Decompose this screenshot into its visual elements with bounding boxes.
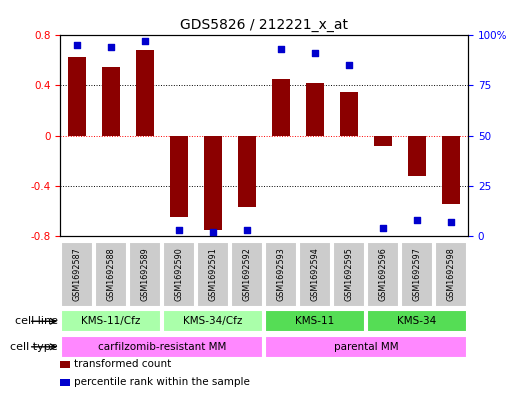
Point [243, 227, 252, 233]
Point [73, 42, 82, 48]
Text: KMS-11/Cfz: KMS-11/Cfz [82, 316, 141, 326]
Text: KMS-11: KMS-11 [295, 316, 335, 326]
Point [107, 44, 116, 51]
Text: GSM1692588: GSM1692588 [107, 247, 116, 301]
Text: transformed count: transformed count [74, 359, 171, 369]
Point [209, 229, 218, 235]
Bar [272, 79, 290, 136]
Text: percentile rank within the sample: percentile rank within the sample [74, 377, 249, 387]
Title: GDS5826 / 212221_x_at: GDS5826 / 212221_x_at [180, 18, 348, 31]
Bar [136, 50, 154, 136]
Point [345, 62, 354, 68]
Bar [102, 67, 120, 136]
Text: parental MM: parental MM [334, 342, 399, 352]
Bar [442, 136, 460, 204]
Text: GSM1692589: GSM1692589 [141, 247, 150, 301]
Text: GSM1692598: GSM1692598 [447, 247, 456, 301]
Text: GSM1692594: GSM1692594 [311, 247, 320, 301]
Bar [238, 136, 256, 207]
Point [311, 50, 320, 57]
Text: KMS-34: KMS-34 [397, 316, 437, 326]
Text: GSM1692593: GSM1692593 [277, 247, 286, 301]
Bar [340, 92, 358, 136]
Text: cell type: cell type [10, 342, 58, 352]
Text: GSM1692596: GSM1692596 [379, 247, 388, 301]
Text: KMS-34/Cfz: KMS-34/Cfz [184, 316, 243, 326]
Point [379, 225, 388, 231]
Point [277, 46, 286, 53]
Text: GSM1692587: GSM1692587 [73, 247, 82, 301]
Text: GSM1692591: GSM1692591 [209, 247, 218, 301]
Text: carfilzomib-resistant MM: carfilzomib-resistant MM [98, 342, 226, 352]
Bar [68, 57, 86, 136]
Bar [204, 136, 222, 230]
Text: GSM1692592: GSM1692592 [243, 247, 252, 301]
Bar [306, 83, 324, 136]
Bar [170, 136, 188, 217]
Point [413, 217, 422, 223]
Text: GSM1692595: GSM1692595 [345, 247, 354, 301]
Text: GSM1692590: GSM1692590 [175, 247, 184, 301]
Point [447, 219, 456, 225]
Text: GSM1692597: GSM1692597 [413, 247, 422, 301]
Point [141, 38, 150, 44]
Text: cell line: cell line [15, 316, 58, 326]
Point [175, 227, 184, 233]
Bar [408, 136, 426, 176]
Bar [374, 136, 392, 145]
